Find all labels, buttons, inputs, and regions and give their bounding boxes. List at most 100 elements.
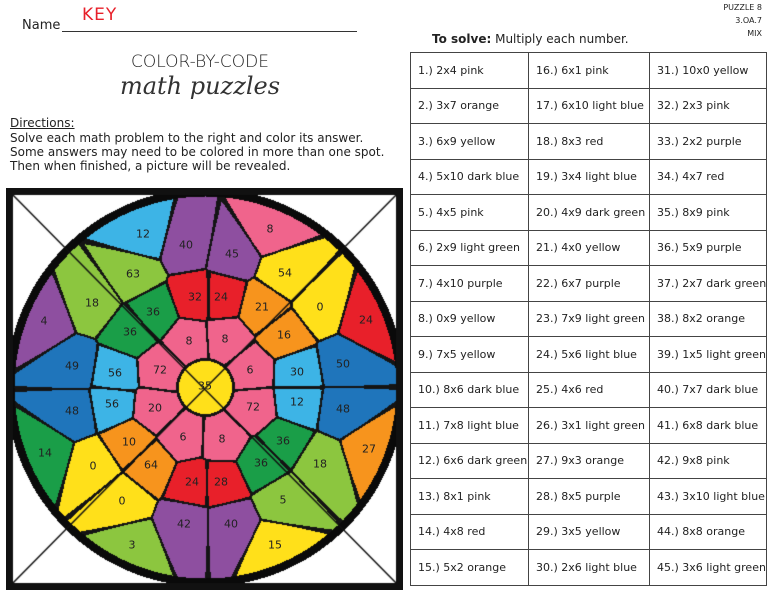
directions-line: Solve each math problem to the right and… [10,131,364,145]
picture-region-number[interactable]: 12 [136,227,150,241]
picture-region-number[interactable]: 40 [224,517,238,531]
problem-cell: 30.) 2x6 light blue [528,549,650,586]
picture-region-number[interactable]: 0 [89,459,97,473]
picture-region-number[interactable]: 24 [214,290,228,304]
picture-region-number[interactable]: 36 [254,456,268,470]
picture-region-number[interactable]: 21 [255,300,269,314]
picture-region-number[interactable]: 56 [108,366,122,380]
picture-region-number[interactable]: 14 [38,446,52,460]
puzzle-id: PUZZLE 8 3.OA.7 MIX [723,1,762,40]
picture-region-number[interactable]: 8 [218,432,226,446]
picture-region-number[interactable]: 28 [214,475,228,489]
problem-cell: 15.) 5x2 orange [410,549,529,586]
problem-cell: 25.) 4x6 red [528,371,650,408]
picture-region-number[interactable]: 18 [85,296,99,310]
table-row: 11.) 7x8 light blue 26.) 3x1 light green 4… [410,407,768,444]
puzzle-type: MIX [747,29,762,38]
problem-cell: 9.) 7x5 yellow [410,336,529,373]
picture-region-number[interactable]: 56 [105,397,119,411]
problem-cell: 33.) 2x2 purple [648,123,768,160]
picture-region-number[interactable]: 8 [185,334,193,348]
problem-cell: 13.) 8x1 pink [410,478,529,515]
problem-cell: 2.) 3x7 orange [410,87,529,124]
problem-cell: 17.) 6x10 light blue [528,87,650,124]
table-row: 10.) 8x6 dark blue 25.) 4x6 red 40.) 7x7 d… [410,371,768,408]
problem-cell: 39.) 1x5 light green [648,336,768,373]
problem-cell: 27.) 9x3 orange [528,442,650,479]
picture-region-number[interactable]: 32 [188,290,202,304]
picture-region-number[interactable]: 3 [128,538,136,552]
picture-region-number[interactable]: 36 [276,434,290,448]
problem-cell: 45.) 3x6 light green [648,549,768,586]
problem-cell: 14.) 4x8 red [410,513,529,550]
table-row: 1.) 2x4 pink 16.) 6x1 pink 31.) 10x0 yello… [410,52,768,89]
picture-region-number[interactable]: 8 [266,222,274,236]
picture-region-number[interactable]: 36 [123,325,137,339]
problem-cell: 43.) 3x10 light blue [648,478,768,515]
picture-region-number[interactable]: 36 [146,305,160,319]
picture-region-number[interactable]: 4 [40,314,48,328]
problem-cell: 35.) 8x9 pink [648,194,768,231]
problem-cell: 12.) 6x6 dark green [410,442,529,479]
title-line-1: COLOR-BY-CODE [131,52,269,72]
picture-region-number[interactable]: 16 [277,328,291,342]
problem-cell: 34.) 4x7 red [648,158,768,195]
picture-region-number[interactable]: 48 [65,404,79,418]
problem-cell: 16.) 6x1 pink [528,52,650,89]
picture-region-number[interactable]: 40 [179,238,193,252]
picture-region-number[interactable]: 54 [278,266,292,280]
picture-region-number[interactable]: 72 [153,363,167,377]
picture-region-number[interactable]: 63 [126,267,140,281]
mandala-canvas [6,188,403,590]
picture-region-number[interactable]: 45 [225,247,239,261]
directions-line: Some answers may need to be colored in m… [10,145,385,159]
table-row: 8.) 0x9 yellow 23.) 7x9 light green 38.) 8… [410,300,768,337]
problem-cell: 18.) 8x3 red [528,123,650,160]
problem-cell: 4.) 5x10 dark blue [410,158,529,195]
name-value: KEY [82,5,118,25]
picture-region-number[interactable]: 8 [221,332,229,346]
picture-region-number[interactable]: 12 [290,395,304,409]
instructions-label: To solve: [432,32,492,46]
table-row: 3.) 6x9 yellow 18.) 8x3 red 33.) 2x2 purpl… [410,123,768,160]
problem-cell: 28.) 8x5 purple [528,478,650,515]
picture-region-number[interactable]: 10 [122,435,136,449]
table-row: 9.) 7x5 yellow 24.) 5x6 light blue 39.) 1x… [410,336,768,373]
problem-cell: 19.) 3x4 light blue [528,158,650,195]
problem-cell: 44.) 8x8 orange [648,513,768,550]
picture-region-number[interactable]: 20 [148,401,162,415]
picture-region-number[interactable]: 64 [144,458,158,472]
picture-region-number[interactable]: 6 [179,430,187,444]
picture-region-number[interactable]: 48 [336,402,350,416]
problem-cell: 3.) 6x9 yellow [410,123,529,160]
table-row: 15.) 5x2 orange 30.) 2x6 light blue 45.) 3… [410,549,768,586]
problem-table: 1.) 2x4 pink 16.) 6x1 pink 31.) 10x0 yello… [410,52,768,586]
name-field-line[interactable] [62,31,357,32]
directions-heading: Directions: [10,116,75,130]
picture-region-number[interactable]: 72 [246,400,260,414]
picture-region-number[interactable]: 6 [246,363,254,377]
picture-region-number[interactable]: 15 [268,538,282,552]
picture-region-number[interactable]: 27 [362,442,376,456]
title-line-2: math puzzles [119,72,281,100]
picture-region-number[interactable]: 49 [65,359,79,373]
picture-region-number[interactable]: 50 [336,357,350,371]
picture-region-number[interactable]: 42 [177,517,191,531]
directions-line: Then when finished, a picture will be re… [10,159,291,173]
problem-cell: 41.) 6x8 dark blue [648,407,768,444]
table-row: 6.) 2x9 light green 21.) 4x0 yellow 36.) 5… [410,229,768,266]
picture-region-number[interactable]: 0 [118,494,126,508]
color-by-code-picture: 12 40 8 45 54 0 24 4 63 18 36 36 32 24 21 16 8 8 49 56 72 6 30… [6,188,403,590]
problem-cell: 31.) 10x0 yellow [648,52,768,89]
problem-cell: 8.) 0x9 yellow [410,300,529,337]
picture-region-number[interactable]: 30 [290,365,304,379]
picture-region-number[interactable]: 0 [316,300,324,314]
picture-region-number[interactable]: 24 [359,313,373,327]
picture-region-number[interactable]: 24 [185,475,199,489]
picture-region-number[interactable]: 35 [198,379,212,393]
picture-region-number[interactable]: 18 [313,457,327,471]
picture-region-number[interactable]: 5 [279,493,287,507]
table-row: 13.) 8x1 pink 28.) 8x5 purple 43.) 3x10 li… [410,478,768,515]
problem-cell: 40.) 7x7 dark blue [648,371,768,408]
problem-cell: 23.) 7x9 light green [528,300,650,337]
